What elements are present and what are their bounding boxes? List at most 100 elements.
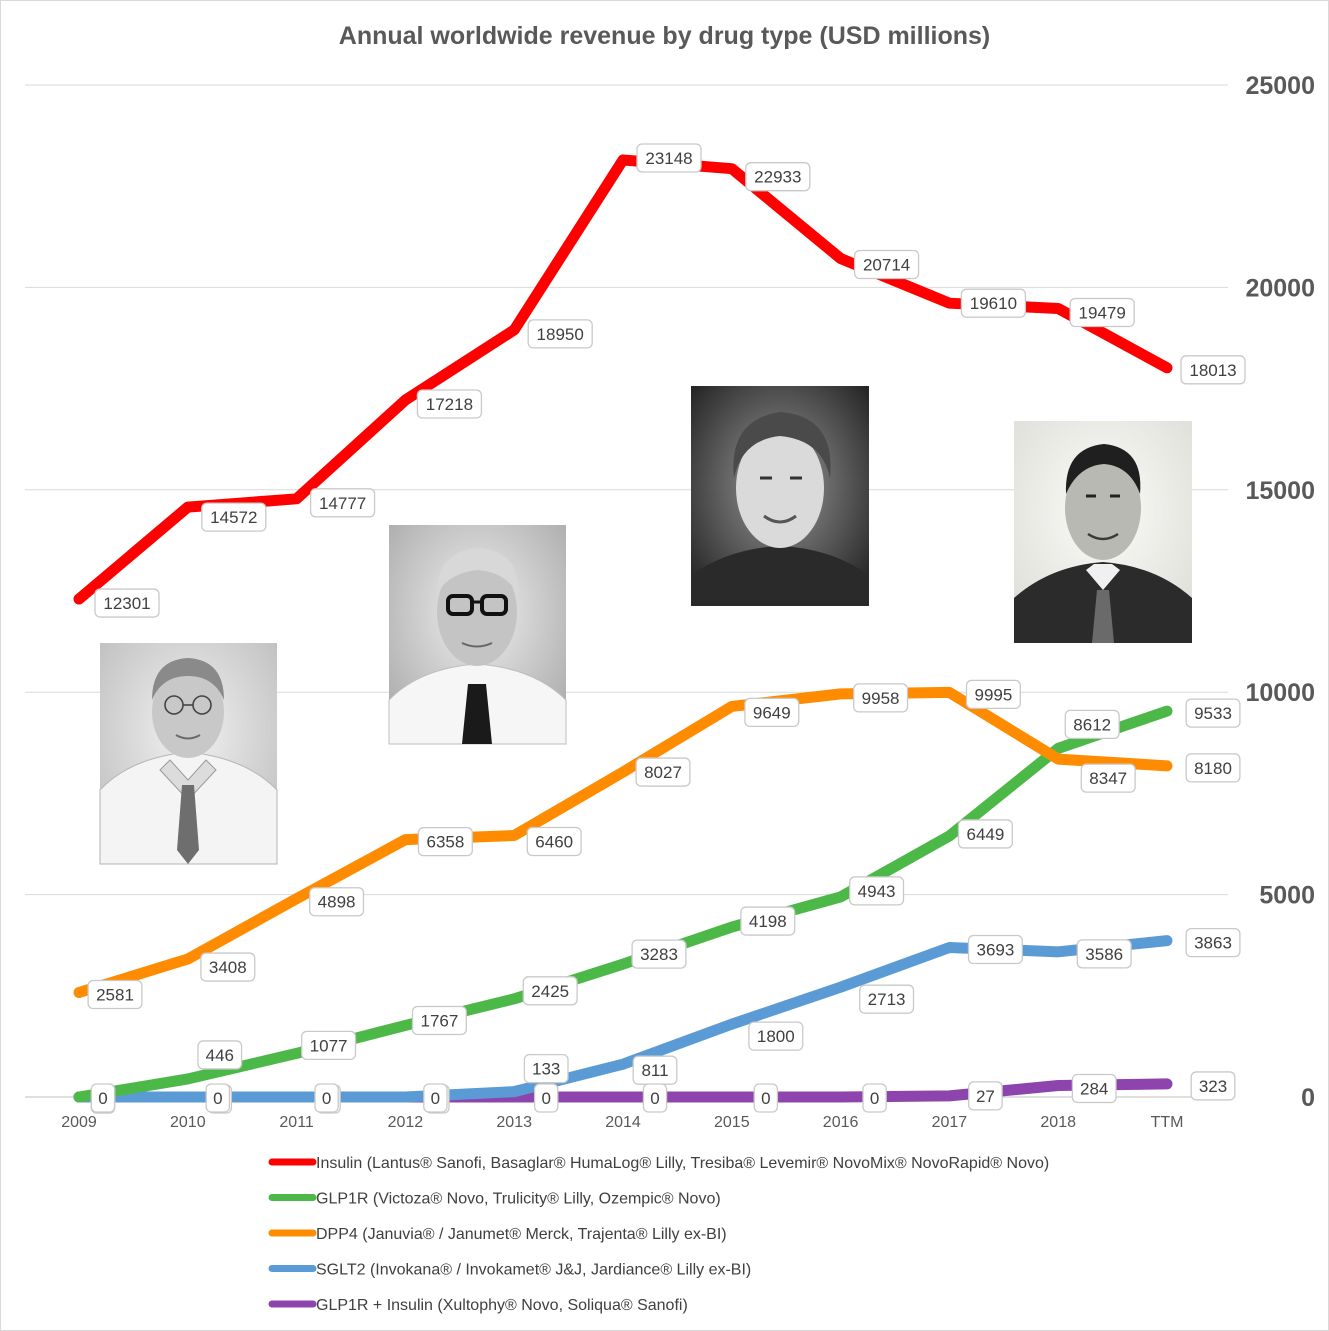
data-label: 2713 <box>868 990 906 1009</box>
data-label-box <box>205 1083 231 1113</box>
data-label-box <box>523 1053 569 1084</box>
data-label: 20714 <box>863 255 910 274</box>
series-line <box>73 154 1173 605</box>
data-label: 446 <box>206 1046 234 1065</box>
data-label: 4943 <box>858 882 896 901</box>
y-tick-label: 25000 <box>1245 72 1315 100</box>
data-label: 1077 <box>310 1036 348 1055</box>
data-label: 1767 <box>420 1011 458 1030</box>
x-tick-label: 2016 <box>823 1114 859 1131</box>
data-label-box <box>1185 753 1241 783</box>
data-label-box <box>201 502 267 532</box>
data-label-box <box>533 1083 559 1113</box>
portrait-photo-1 <box>99 643 278 865</box>
data-label: 3693 <box>976 941 1014 960</box>
data-label: 323 <box>1199 1077 1227 1096</box>
data-label-box <box>526 826 582 857</box>
data-label-box <box>968 1081 1003 1111</box>
data-label: 23148 <box>645 149 692 168</box>
data-label: 6460 <box>535 832 573 851</box>
x-tick-label: 2018 <box>1040 1114 1076 1131</box>
data-label: 3408 <box>209 958 247 977</box>
data-label-box <box>1185 698 1241 728</box>
y-tick-label: 0 <box>1301 1084 1315 1112</box>
data-label: 17218 <box>426 395 473 414</box>
data-label: 284 <box>1080 1080 1108 1099</box>
data-label-box <box>965 679 1021 710</box>
data-label-box <box>745 162 811 192</box>
data-label-box <box>417 826 473 857</box>
y-tick-label: 10000 <box>1245 679 1315 707</box>
data-label-box <box>1064 709 1120 740</box>
portrait-photos <box>99 386 1192 865</box>
data-label-box <box>1185 927 1241 958</box>
x-tick-label: 2015 <box>714 1114 750 1131</box>
data-label-box <box>314 1083 339 1113</box>
data-label-box <box>1071 1073 1117 1104</box>
data-labels: 12301 14572 14777 17218 18950 23148 22933 20714… <box>87 143 1246 1114</box>
data-label-box <box>301 1030 357 1061</box>
data-label-box <box>1076 939 1132 969</box>
data-label-box <box>200 952 256 982</box>
data-label: 8027 <box>644 763 682 782</box>
data-label: 19610 <box>970 294 1017 313</box>
legend: Insulin (Lantus® Sanofi, Basaglar® HumaL… <box>268 1155 1049 1314</box>
portrait-photo-4 <box>1014 421 1192 643</box>
data-label: 9958 <box>862 689 900 708</box>
data-label-box <box>960 288 1027 318</box>
portrait-photo-2 <box>388 525 567 745</box>
data-label: 0 <box>650 1089 659 1108</box>
data-label: 27 <box>976 1087 995 1106</box>
x-tick-label: 2013 <box>496 1114 532 1131</box>
data-label: 4898 <box>318 893 356 912</box>
data-label: 2425 <box>531 982 569 1001</box>
chart-title: Annual worldwide revenue by drug type (U… <box>338 22 991 50</box>
data-label: 14572 <box>210 508 257 527</box>
data-label: 811 <box>641 1061 668 1080</box>
data-label-box <box>1180 355 1246 385</box>
data-label-box <box>1190 1071 1236 1101</box>
data-label: 18950 <box>537 325 584 344</box>
data-label: 8347 <box>1089 769 1127 788</box>
data-label: 0 <box>98 1089 107 1108</box>
x-tick-label: 2014 <box>605 1114 641 1131</box>
data-label: 0 <box>870 1089 879 1108</box>
data-label: 9649 <box>753 703 791 722</box>
legend-label: Insulin (Lantus® Sanofi, Basaglar® HumaL… <box>316 1155 1049 1172</box>
data-label: 9533 <box>1194 704 1232 723</box>
data-label: 6449 <box>966 825 1004 844</box>
data-label-box <box>416 389 483 419</box>
data-label: 0 <box>541 1089 550 1108</box>
data-label: 0 <box>431 1089 440 1108</box>
y-tick-label: 15000 <box>1245 477 1315 505</box>
data-label: 3863 <box>1194 934 1232 953</box>
data-label-box <box>957 819 1013 849</box>
data-label-box <box>94 588 160 618</box>
data-label: 0 <box>322 1089 331 1108</box>
x-tick-label: 2017 <box>932 1114 968 1131</box>
data-label-box <box>853 683 909 713</box>
x-tick-label: 2009 <box>61 1114 97 1131</box>
data-label: 6358 <box>426 833 464 852</box>
data-label-box <box>1080 763 1136 793</box>
data-label: 0 <box>213 1089 222 1108</box>
data-label-box <box>631 939 687 969</box>
data-label: 22933 <box>754 168 801 187</box>
y-tick-label: 20000 <box>1245 274 1315 302</box>
data-label: 19479 <box>1079 303 1126 322</box>
data-label: 0 <box>761 1089 770 1108</box>
data-label: 3283 <box>640 945 678 964</box>
data-label-box <box>859 984 915 1014</box>
data-label: 133 <box>532 1060 560 1079</box>
data-label-box <box>849 876 905 906</box>
data-label-box <box>423 1083 448 1113</box>
data-label-box <box>1069 297 1135 328</box>
data-label: 1800 <box>757 1027 795 1046</box>
data-label-box <box>87 979 143 1010</box>
x-tick-label: 2011 <box>279 1114 314 1131</box>
data-label-box <box>748 1021 804 1051</box>
data-label: 2581 <box>96 986 134 1005</box>
data-label-box <box>740 906 796 936</box>
